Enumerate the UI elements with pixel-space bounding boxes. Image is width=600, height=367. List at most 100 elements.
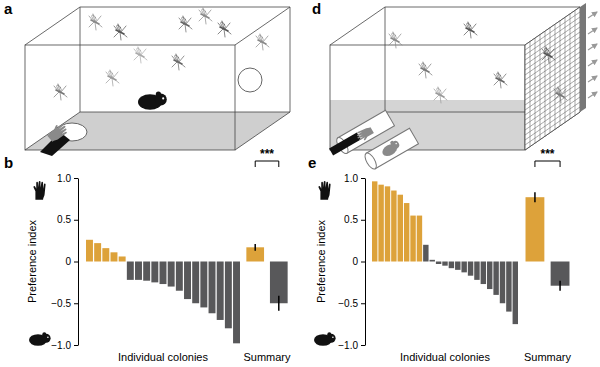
mosquito-leg [140, 55, 141, 63]
chamber-edge [80, 112, 290, 113]
mosquito-leg [199, 16, 204, 21]
mosquito-leg [441, 95, 447, 100]
mesh-line [525, 42, 580, 80]
mosquito [542, 47, 555, 63]
mosquito-wing [181, 16, 187, 24]
y-axis-line [365, 179, 366, 346]
mosquito [256, 34, 269, 50]
mosquito-leg [501, 80, 507, 85]
mosquito-wing [136, 47, 142, 55]
chamber-edge [235, 7, 290, 45]
chamber-edge [385, 7, 386, 112]
tube [363, 128, 419, 171]
air-flow-arrow [588, 60, 597, 66]
chamber-front [25, 45, 235, 150]
y-tick-mark [74, 262, 78, 263]
colony-bar [410, 216, 415, 262]
colony-bar [430, 260, 435, 262]
mesh-line [545, 31, 546, 136]
mesh-line [525, 92, 580, 130]
mosquito-wing [258, 34, 264, 42]
mosquito-leg [121, 32, 127, 37]
mesh-line [525, 77, 580, 115]
guinea-pig-icon [379, 138, 402, 158]
mosquito-leg [440, 95, 441, 103]
guinea-pig-eye [162, 97, 164, 99]
colony-bar [417, 216, 422, 262]
y-tick-mark [361, 303, 365, 304]
y-axis: −1.0−0.500.51.0 [338, 173, 365, 351]
colony-bar [127, 262, 134, 280]
mesh-line [570, 14, 571, 119]
y-tick-label: 0 [65, 256, 71, 267]
mesh-line [560, 21, 561, 126]
y-tick: 0 [65, 256, 78, 267]
y-axis-line [78, 179, 79, 346]
mosquito-wing [556, 87, 562, 95]
mesh-line [575, 10, 576, 115]
guinea-pig-head [390, 140, 401, 151]
chamber-edge [385, 7, 580, 8]
mosquito-leg [263, 36, 268, 42]
mesh-line [525, 37, 580, 75]
mosquito-leg [206, 10, 211, 16]
significance-label: *** [260, 147, 274, 161]
error-bar [254, 244, 256, 251]
mosquito-leg [178, 62, 179, 70]
mosquito-leg [186, 24, 192, 29]
mosquito-leg [549, 55, 555, 60]
mosquito-leg [89, 16, 94, 22]
mosquito-leg [134, 55, 139, 60]
mosquito-leg [434, 95, 439, 100]
panel-letter: d [312, 0, 321, 17]
mosquito-leg [501, 74, 506, 80]
chart: −1.0−0.500.51.0Preference index***Indivi… [314, 147, 572, 363]
colony-bar [200, 262, 207, 308]
mosquito-leg [218, 23, 223, 29]
mosquito-leg [172, 56, 177, 62]
y-tick: 1.0 [344, 173, 365, 184]
summary-label: Summary [243, 351, 291, 363]
mosquito-leg [206, 16, 212, 21]
mosquito-leg [186, 18, 191, 24]
mosquito-leg [225, 29, 231, 34]
mosquito [199, 8, 212, 24]
mosquito-leg [179, 18, 184, 24]
y-tick-mark [361, 178, 365, 179]
mesh-line [525, 52, 580, 90]
mosquito-leg [106, 78, 111, 83]
mosquito-leg [224, 29, 225, 37]
mesh-line [525, 87, 580, 125]
mosquito-leg [134, 49, 139, 55]
error-bar [534, 192, 536, 202]
mosquito-leg [554, 89, 559, 95]
mosquito [106, 70, 119, 86]
mosquito-leg [218, 29, 223, 34]
mosquito-leg [185, 24, 186, 32]
colony-bar [160, 262, 167, 285]
chamber-edge [80, 7, 290, 8]
mosquito-leg [395, 40, 396, 48]
guinea-pig-icon [138, 92, 167, 110]
mosquito-leg [199, 10, 204, 16]
mosquito-leg [205, 16, 206, 24]
colony-bar [168, 262, 175, 287]
mosquito-leg [172, 62, 177, 67]
colony-bar [225, 262, 232, 329]
error-bar [559, 281, 561, 291]
mosquito-leg [548, 55, 549, 63]
mosquito-leg [179, 62, 185, 67]
colony-bar [209, 262, 216, 314]
colony-bar [436, 262, 441, 265]
colony-bar [404, 203, 409, 261]
x-axis-title: Individual colonies [400, 351, 490, 363]
y-tick-mark [74, 220, 78, 221]
mosquito-leg [426, 70, 432, 75]
mosquito-wing [220, 21, 226, 29]
mosquito-wing [201, 8, 207, 16]
mesh-line [565, 17, 566, 122]
colony-bar [442, 262, 447, 266]
y-tick-mark [74, 178, 78, 179]
air-flow-arrow [588, 44, 597, 50]
y-tick: −1.0 [338, 340, 365, 351]
